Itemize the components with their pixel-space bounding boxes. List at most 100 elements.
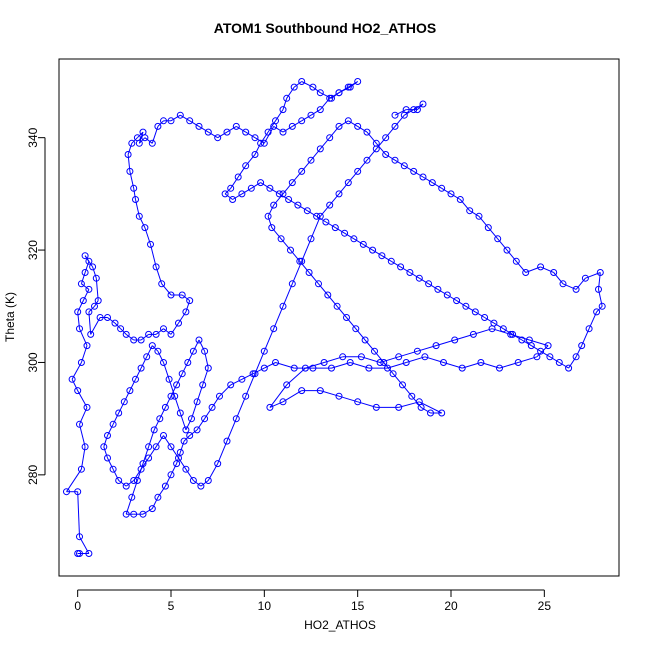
data-point: [249, 370, 257, 378]
data-point: [232, 415, 240, 423]
series-segment: [336, 305, 347, 318]
data-point: [145, 454, 153, 462]
data-point: [85, 550, 93, 557]
series-segment: [293, 81, 302, 88]
data-point: [173, 381, 181, 389]
series-segment: [372, 249, 383, 257]
data-point: [410, 106, 418, 114]
data-point: [148, 505, 156, 513]
data-point: [402, 359, 410, 366]
series-segment: [335, 227, 345, 234]
series-segment: [260, 182, 271, 189]
series-segment: [84, 261, 90, 273]
series-segment: [176, 373, 183, 386]
data-point: [167, 443, 175, 451]
series-segment: [346, 317, 357, 330]
series-segment: [155, 435, 164, 448]
series-segment: [170, 114, 181, 122]
data-point: [279, 106, 287, 114]
data-point: [76, 325, 83, 333]
data-point: [115, 409, 123, 417]
series-segment: [364, 339, 375, 352]
series-segment: [493, 322, 504, 330]
series-segment: [553, 272, 564, 285]
data-point: [533, 353, 541, 361]
series-segment: [484, 317, 495, 324]
data-point: [296, 257, 304, 265]
series-segment: [273, 125, 284, 133]
data-point: [77, 280, 85, 288]
series-segment: [200, 480, 209, 487]
series-segment: [536, 345, 549, 358]
data-point: [415, 274, 423, 282]
data-point: [419, 100, 427, 108]
data-point: [288, 179, 296, 187]
data-point: [440, 359, 447, 366]
data-point: [214, 460, 222, 468]
data-point: [335, 190, 343, 198]
data-point: [189, 347, 197, 355]
series-segment: [394, 159, 405, 167]
data-point: [432, 342, 440, 350]
data-point: [451, 336, 459, 344]
series-segment: [189, 120, 200, 127]
data-point: [178, 370, 186, 378]
series-segment: [150, 244, 157, 268]
data-point: [518, 336, 526, 344]
series-segment: [419, 277, 429, 285]
series-segment: [441, 187, 452, 195]
series-segment: [275, 109, 284, 122]
series-segment: [282, 182, 293, 195]
data-point: [477, 359, 485, 366]
data-point: [565, 364, 573, 372]
data-point: [85, 257, 93, 265]
series-segment: [153, 418, 161, 431]
series-segment: [392, 373, 403, 386]
data-point: [598, 302, 606, 310]
series-segment: [394, 114, 405, 127]
series-segment: [219, 384, 232, 397]
series-segment: [413, 170, 424, 178]
x-tick-label: 15: [351, 599, 365, 613]
series-segment: [77, 300, 84, 313]
series-segment: [575, 277, 586, 290]
data-point: [537, 347, 545, 355]
data-point: [596, 269, 604, 276]
data-point: [275, 190, 283, 198]
data-point: [316, 387, 324, 395]
data-point: [456, 196, 464, 203]
data-point: [294, 201, 302, 209]
data-point: [406, 269, 414, 276]
data-point: [279, 302, 287, 310]
y-tick-label: 320: [26, 240, 40, 260]
series-segment: [112, 468, 120, 481]
data-point: [76, 420, 83, 428]
data-point: [266, 184, 274, 192]
series-segment: [232, 193, 243, 200]
data-point: [122, 510, 130, 518]
data-point: [204, 364, 212, 372]
data-point: [369, 246, 377, 254]
series-segment: [456, 300, 467, 307]
series-segment: [138, 216, 146, 228]
series-segment: [319, 97, 331, 110]
plot-frame: [58, 58, 620, 577]
data-point: [160, 432, 167, 439]
data-point: [141, 134, 149, 142]
data-point: [537, 263, 545, 271]
data-point: [458, 364, 466, 372]
series-segment: [120, 328, 127, 335]
series-segment: [319, 204, 331, 217]
series-segment: [267, 216, 273, 228]
data-point: [372, 145, 380, 153]
data-point: [550, 269, 558, 276]
series-segment: [338, 182, 349, 195]
series-segment: [394, 109, 407, 116]
series-segment: [140, 356, 148, 369]
data-point: [305, 269, 313, 276]
data-point: [328, 94, 335, 102]
series-segment: [282, 283, 293, 307]
y-tick-label: 300: [26, 352, 40, 372]
data-point: [283, 94, 291, 102]
series-segment: [95, 278, 99, 301]
